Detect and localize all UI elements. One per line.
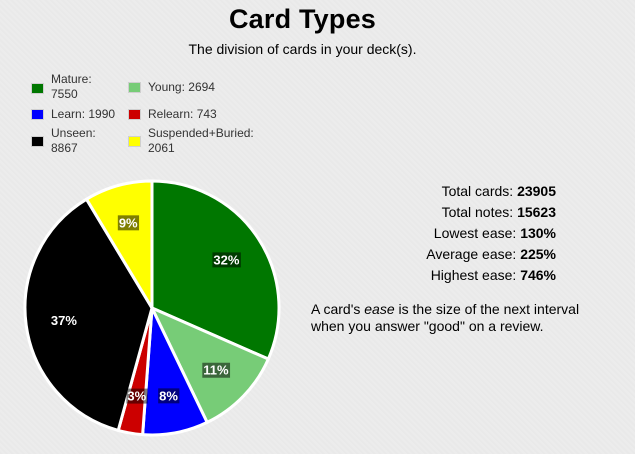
- stat-total-cards: Total cards: 23905: [441, 183, 556, 199]
- pie-label-learn: 8%: [158, 388, 180, 404]
- pie-label-suspended-buried: 9%: [117, 215, 140, 231]
- svg-text:9%: 9%: [119, 215, 138, 230]
- legend-value-suspended-buried: 2061: [148, 141, 175, 155]
- legend-value-mature: 7550: [51, 87, 78, 101]
- pie-label-bg: [126, 388, 148, 404]
- legend-value-unseen: 8867: [51, 141, 78, 155]
- legend-swatch-relearn: [128, 109, 141, 120]
- pie-label-relearn: 3%: [126, 388, 148, 404]
- pie-label-bg: [117, 215, 140, 231]
- legend-swatch-mature: [31, 83, 44, 94]
- legend-label-young: Young: 2694: [148, 80, 215, 94]
- legend-swatch-learn: [31, 109, 44, 120]
- stat-lowest-ease-value: 130%: [520, 225, 556, 241]
- legend-swatch-suspended-buried: [128, 136, 141, 147]
- stat-total-notes: Total notes: 15623: [441, 204, 556, 220]
- stat-total-notes-value: 15623: [517, 204, 556, 220]
- ease-term: ease: [364, 301, 395, 317]
- svg-text:8%: 8%: [159, 388, 178, 403]
- pie-label-young: 11%: [202, 362, 231, 378]
- stat-average-ease-value: 225%: [520, 246, 556, 262]
- pie-slice-mature: [150, 179, 281, 361]
- pie-slice-suspended-buried: [85, 179, 154, 310]
- pie-label-mature: 32%: [212, 252, 241, 268]
- svg-text:11%: 11%: [203, 363, 229, 378]
- legend-label-unseen: Unseen:: [51, 126, 96, 140]
- pie-label-bg: [212, 252, 241, 268]
- svg-text:37%: 37%: [51, 313, 77, 328]
- legend-swatch-unseen: [31, 136, 44, 147]
- ease-explanation: A card's ease is the size of the next in…: [311, 301, 580, 334]
- legend-label-learn: Learn: 1990: [51, 107, 116, 121]
- stat-highest-ease: Highest ease: 746%: [430, 267, 556, 283]
- svg-text:3%: 3%: [127, 389, 146, 404]
- pie-label-bg: [158, 388, 180, 404]
- svg-text:32%: 32%: [213, 252, 239, 267]
- pie-label-bg: [49, 313, 79, 329]
- stat-average-ease: Average ease: 225%: [426, 246, 556, 262]
- pie-label-unseen: 37%: [49, 313, 79, 329]
- pie-label-bg: [202, 362, 231, 378]
- chart-subtitle: The division of cards in your deck(s).: [188, 41, 417, 57]
- stat-lowest-ease: Lowest ease: 130%: [433, 225, 556, 241]
- deck-stats: Total cards: 23905 Total notes: 15623 Lo…: [360, 181, 556, 286]
- legend-swatch-young: [128, 82, 141, 93]
- stat-highest-ease-value: 746%: [520, 267, 556, 283]
- legend-label-mature: Mature:: [51, 72, 92, 86]
- stat-total-cards-value: 23905: [517, 183, 556, 199]
- chart-title: Card Types: [228, 4, 377, 34]
- legend-label-relearn: Relearn: 743: [148, 107, 217, 121]
- legend-label-suspended-buried: Suspended+Buried:: [148, 126, 254, 140]
